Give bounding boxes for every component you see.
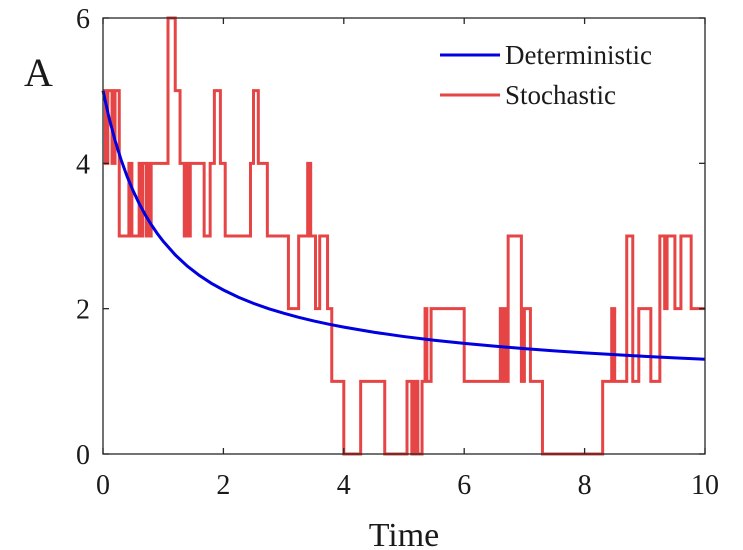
x-tick-label: 8 bbox=[578, 470, 592, 501]
x-tick-label: 2 bbox=[216, 470, 230, 501]
legend-label-stochastic: Stochastic bbox=[505, 80, 616, 110]
y-tick-label: 0 bbox=[76, 440, 90, 471]
plot-frame bbox=[102, 17, 706, 455]
legend: Deterministic Stochastic bbox=[440, 40, 652, 110]
x-tick-label: 0 bbox=[96, 470, 110, 501]
x-axis-label: Time bbox=[369, 517, 440, 550]
panel-label: A bbox=[24, 50, 53, 95]
x-tick-label: 6 bbox=[457, 470, 471, 501]
y-tick-label: 2 bbox=[76, 295, 90, 326]
y-tick-label: 6 bbox=[76, 4, 90, 35]
ticks-layer: 0 2 4 6 8 10 0 2 4 6 bbox=[76, 4, 719, 501]
series-deterministic-line bbox=[101, 90, 706, 361]
y-tick-label: 4 bbox=[76, 149, 90, 180]
x-tick-label: 10 bbox=[691, 470, 719, 501]
x-tick-label: 4 bbox=[337, 470, 351, 501]
legend-label-deterministic: Deterministic bbox=[505, 40, 652, 70]
